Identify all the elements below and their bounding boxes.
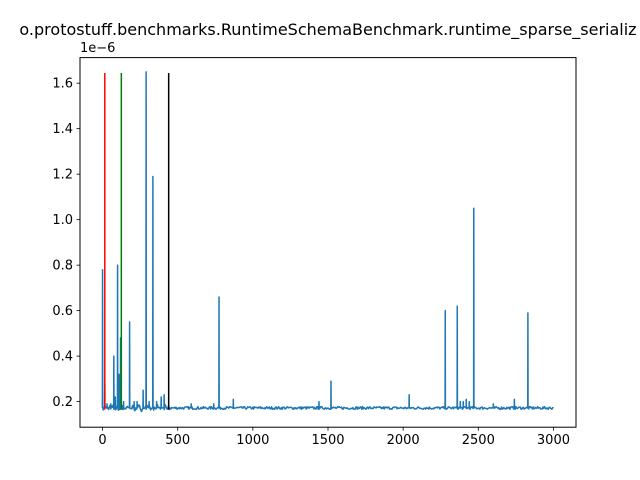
series-layer (101, 71, 554, 413)
y-tick-label: 0.2 (52, 395, 73, 410)
series-line-0 (101, 71, 554, 413)
y-tick-label: 1.0 (52, 213, 73, 228)
x-tick-label: 0 (98, 433, 106, 448)
x-tick-label: 1000 (236, 433, 269, 448)
vertical-lines-layer (104, 72, 170, 410)
chart-title: o.protostuff.benchmarks.RuntimeSchemaBen… (19, 20, 636, 40)
y-tick-label: 1.2 (52, 168, 73, 183)
y-tick-label: 0.4 (52, 350, 73, 365)
y-tick-label: 1.4 (52, 122, 73, 137)
y-tick-label: 1.6 (52, 77, 73, 92)
x-tick-label: 2500 (462, 433, 495, 448)
y-tick-label: 0.8 (52, 259, 73, 274)
x-tick-label: 3000 (537, 433, 570, 448)
x-tick-label: 500 (165, 433, 190, 448)
x-tick-label: 1500 (311, 433, 344, 448)
y-axis: 0.2 0.4 0.6 0.8 1.0 1.2 1.4 1.6 (52, 77, 80, 410)
y-offset-label: 1e−6 (80, 41, 115, 56)
x-tick-label: 2000 (387, 433, 420, 448)
y-tick-label: 0.6 (52, 304, 73, 319)
x-axis: 0 500 1000 1500 2000 2500 3000 (98, 427, 570, 448)
